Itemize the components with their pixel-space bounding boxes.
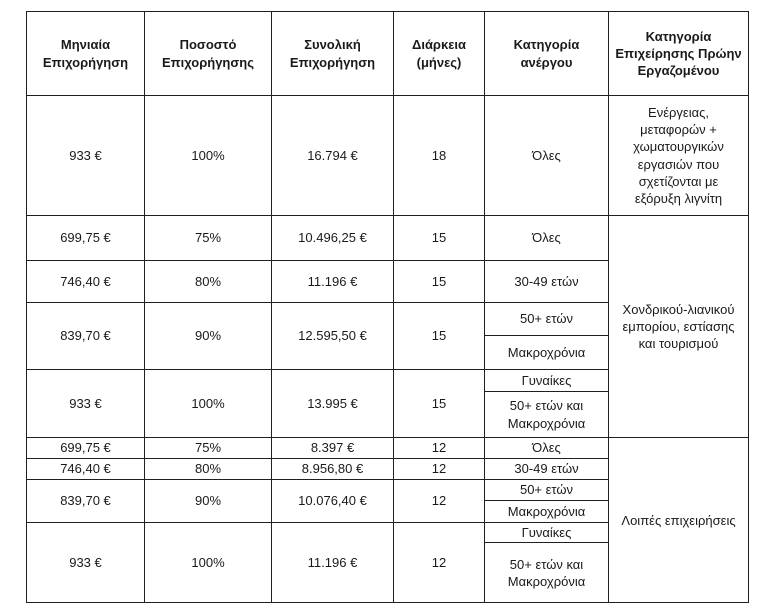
cell-unemployed-category: 50+ ετών και Μακροχρόνια	[484, 542, 609, 604]
cell-monthly-subsidy: 839,70 €	[26, 302, 145, 370]
cell-subsidy-percent: 80%	[144, 458, 272, 480]
cell-unemployed-category: 30-49 ετών	[484, 260, 609, 303]
cell-monthly-subsidy: 699,75 €	[26, 215, 145, 261]
table-subrow: 50+ ετών και Μακροχρόνια	[27, 542, 749, 604]
col-header-duration-months: Διάρκεια (μήνες)	[393, 11, 485, 96]
cell-total-subsidy: 12.595,50 €	[271, 302, 394, 370]
cell-unemployed-category: 50+ ετών	[484, 302, 609, 336]
cell-subsidy-percent: 90%	[144, 302, 272, 370]
cell-duration: 15	[393, 260, 485, 303]
cell-monthly-subsidy: 839,70 €	[26, 479, 145, 523]
cell-subsidy-percent: 100%	[144, 95, 272, 216]
cell-business-category: Χονδρικού-λιανικού εμπορίου, εστίασης κα…	[608, 215, 749, 438]
table-row: 746,40 € 80% 8.956,80 € 12 30-49 ετών	[26, 458, 749, 480]
table-row: 933 € 100% 11.196 € 12 Γυναίκες	[26, 521, 749, 604]
subsidy-table: Μηνιαία Επιχορήγηση Ποσοστό Επιχορήγησης…	[26, 11, 749, 604]
cell-unemployed-category: 30-49 ετών	[484, 458, 609, 480]
cell-subsidy-percent: 100%	[144, 369, 272, 438]
cell-unemployed-category: Γυναίκες	[484, 369, 609, 392]
cell-monthly-subsidy: 746,40 €	[26, 260, 145, 303]
cell-subsidy-percent: 80%	[144, 260, 272, 303]
cell-duration: 12	[393, 479, 485, 523]
cell-duration: 12	[393, 458, 485, 480]
cell-business-category: Ενέργειας, μεταφορών + χωματουργικών εργ…	[608, 95, 749, 216]
cell-unemployed-category: Μακροχρόνια	[484, 335, 609, 370]
cell-total-subsidy: 11.196 €	[271, 521, 394, 604]
cell-total-subsidy: 13.995 €	[271, 369, 394, 438]
table-header-row: Μηνιαία Επιχορήγηση Ποσοστό Επιχορήγησης…	[26, 11, 749, 96]
cell-monthly-subsidy: 699,75 €	[26, 437, 145, 459]
cell-duration: 15	[393, 302, 485, 370]
cell-monthly-subsidy: 746,40 €	[26, 458, 145, 480]
cell-business-category: Λοιπές επιχειρήσεις	[608, 436, 749, 604]
col-header-subsidy-percent: Ποσοστό Επιχορήγησης	[144, 11, 272, 96]
cell-subsidy-percent: 100%	[144, 521, 272, 604]
cell-unemployed-category: Μακροχρόνια	[484, 500, 609, 523]
cell-monthly-subsidy: 933 €	[26, 521, 145, 604]
table-row: 933 € 100% 16.794 € 18 Όλες Ενέργειας, μ…	[26, 95, 749, 216]
cell-subsidy-percent: 75%	[144, 215, 272, 261]
cell-duration: 15	[393, 369, 485, 438]
cell-unemployed-category: Όλες	[484, 95, 609, 216]
cell-duration: 12	[393, 521, 485, 604]
table-subrow: 50+ ετών και Μακροχρόνια	[27, 391, 749, 438]
cell-monthly-subsidy: 933 €	[26, 369, 145, 438]
table-row: 699,75 € 75% 8.397 € 12 Όλες Λοιπές επιχ…	[26, 436, 749, 604]
cell-duration: 18	[393, 95, 485, 216]
cell-unemployed-category: 50+ ετών	[484, 479, 609, 501]
col-header-business-category: Κατηγορία Επιχείρησης Πρώην Εργαζομένου	[608, 11, 749, 96]
table-row: 699,75 € 75% 10.496,25 € 15 Όλες Χονδρικ…	[26, 215, 749, 438]
cell-subsidy-percent: 90%	[144, 479, 272, 523]
col-header-monthly-subsidy: Μηνιαία Επιχορήγηση	[26, 11, 145, 96]
table-row: 933 € 100% 13.995 € 15 Γυναίκες	[26, 369, 749, 438]
cell-monthly-subsidy: 933 €	[26, 95, 145, 216]
cell-total-subsidy: 8.397 €	[271, 437, 394, 459]
cell-total-subsidy: 8.956,80 €	[271, 458, 394, 480]
col-header-total-subsidy: Συνολική Επιχορήγηση	[271, 11, 394, 96]
cell-subsidy-percent: 75%	[144, 437, 272, 459]
col-header-unemployed-category: Κατηγορία ανέργου	[484, 11, 609, 96]
cell-duration: 15	[393, 215, 485, 261]
table-row: 746,40 € 80% 11.196 € 15 30-49 ετών	[26, 260, 749, 303]
cell-total-subsidy: 10.496,25 €	[271, 215, 394, 261]
cell-unemployed-category: Όλες	[484, 215, 609, 261]
cell-duration: 12	[393, 437, 485, 459]
cell-unemployed-category: 50+ ετών και Μακροχρόνια	[484, 391, 609, 438]
cell-unemployed-category: Όλες	[484, 437, 609, 459]
cell-total-subsidy: 10.076,40 €	[271, 479, 394, 523]
table-row: 839,70 € 90% 12.595,50 € 15 50+ ετών	[26, 302, 749, 370]
cell-total-subsidy: 16.794 €	[271, 95, 394, 216]
cell-total-subsidy: 11.196 €	[271, 260, 394, 303]
table-subrow: Μακροχρόνια	[27, 335, 749, 370]
cell-unemployed-category: Γυναίκες	[484, 521, 609, 544]
table-row: 839,70 € 90% 10.076,40 € 12 50+ ετών	[26, 479, 749, 523]
